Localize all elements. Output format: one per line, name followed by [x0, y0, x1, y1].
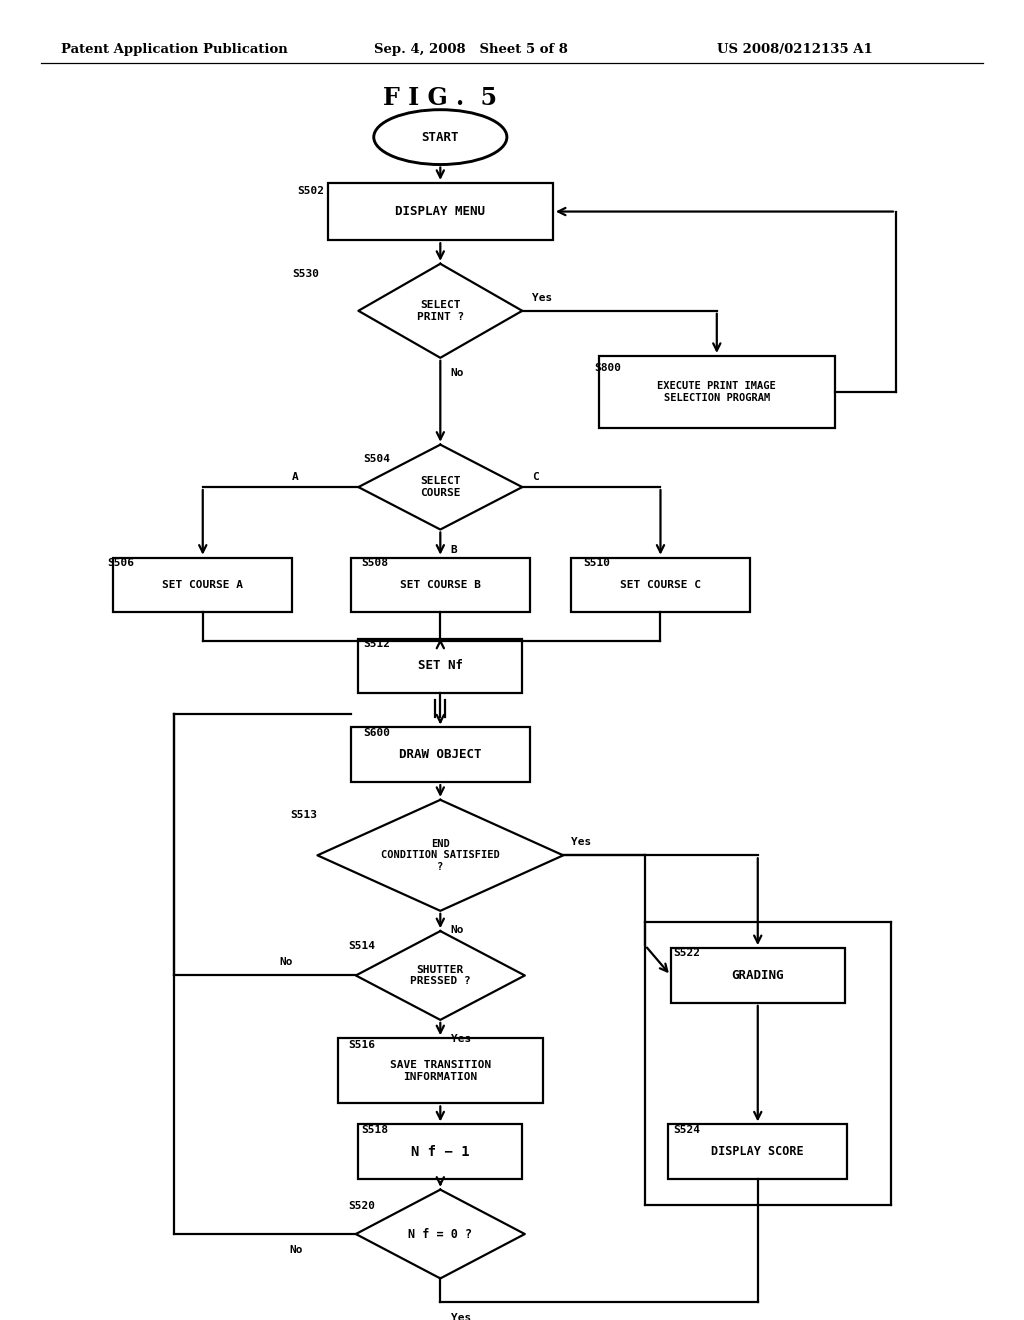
Text: DISPLAY MENU: DISPLAY MENU — [395, 205, 485, 218]
Text: SET COURSE B: SET COURSE B — [399, 579, 481, 590]
Text: Yes: Yes — [571, 837, 592, 847]
Text: SHUTTER
PRESSED ?: SHUTTER PRESSED ? — [410, 965, 471, 986]
Text: SET Nf: SET Nf — [418, 660, 463, 672]
Text: S518: S518 — [361, 1125, 388, 1135]
Text: F I G .  5: F I G . 5 — [383, 86, 498, 110]
Text: S520: S520 — [348, 1200, 375, 1210]
Text: S513: S513 — [290, 810, 316, 820]
Text: S522: S522 — [673, 949, 699, 958]
Bar — [358, 639, 522, 693]
Text: S508: S508 — [361, 558, 388, 568]
Text: S800: S800 — [594, 363, 621, 374]
Text: S600: S600 — [364, 727, 390, 738]
Polygon shape — [358, 445, 522, 529]
Bar — [328, 182, 553, 240]
Text: S524: S524 — [673, 1125, 699, 1135]
Text: Yes: Yes — [532, 293, 553, 302]
Polygon shape — [317, 800, 563, 911]
Text: SELECT
COURSE: SELECT COURSE — [420, 477, 461, 498]
Text: S516: S516 — [348, 1040, 375, 1049]
Text: START: START — [422, 131, 459, 144]
Ellipse shape — [374, 110, 507, 165]
Text: B: B — [451, 545, 458, 556]
Text: No: No — [451, 368, 464, 379]
Text: S502: S502 — [297, 186, 324, 195]
Text: SET COURSE C: SET COURSE C — [620, 579, 701, 590]
Text: S514: S514 — [348, 941, 375, 950]
Bar — [350, 557, 530, 612]
Bar — [350, 727, 530, 783]
Text: GRADING: GRADING — [731, 969, 784, 982]
Bar — [114, 557, 293, 612]
Text: No: No — [451, 925, 464, 936]
Text: EXECUTE PRINT IMAGE
SELECTION PROGRAM: EXECUTE PRINT IMAGE SELECTION PROGRAM — [657, 381, 776, 403]
Text: DRAW OBJECT: DRAW OBJECT — [399, 748, 481, 762]
Bar — [671, 948, 845, 1003]
Polygon shape — [358, 264, 522, 358]
Bar — [358, 1125, 522, 1179]
Text: S510: S510 — [584, 558, 610, 568]
Text: S504: S504 — [364, 454, 390, 463]
Text: Patent Application Publication: Patent Application Publication — [61, 44, 288, 55]
Bar — [599, 356, 835, 428]
Text: No: No — [289, 1245, 303, 1255]
Text: C: C — [532, 471, 540, 482]
Text: N f − 1: N f − 1 — [411, 1144, 470, 1159]
Text: SAVE TRANSITION
INFORMATION: SAVE TRANSITION INFORMATION — [390, 1060, 490, 1081]
Text: SET COURSE A: SET COURSE A — [162, 579, 244, 590]
Polygon shape — [356, 1189, 524, 1279]
Bar — [338, 1038, 543, 1104]
Text: S506: S506 — [108, 558, 134, 568]
Text: A: A — [292, 471, 299, 482]
Text: N f = 0 ?: N f = 0 ? — [409, 1228, 472, 1241]
Text: Yes: Yes — [451, 1312, 471, 1320]
Text: US 2008/0212135 A1: US 2008/0212135 A1 — [717, 44, 872, 55]
Text: DISPLAY SCORE: DISPLAY SCORE — [712, 1146, 804, 1158]
Text: S530: S530 — [292, 269, 318, 280]
Text: S512: S512 — [364, 639, 390, 649]
Text: Yes: Yes — [451, 1035, 471, 1044]
Text: END
CONDITION SATISFIED
?: END CONDITION SATISFIED ? — [381, 838, 500, 873]
Text: Sep. 4, 2008   Sheet 5 of 8: Sep. 4, 2008 Sheet 5 of 8 — [374, 44, 567, 55]
Bar — [668, 1125, 847, 1179]
Bar — [571, 557, 750, 612]
Text: SELECT
PRINT ?: SELECT PRINT ? — [417, 300, 464, 322]
Polygon shape — [356, 931, 524, 1020]
Text: No: No — [279, 957, 293, 968]
